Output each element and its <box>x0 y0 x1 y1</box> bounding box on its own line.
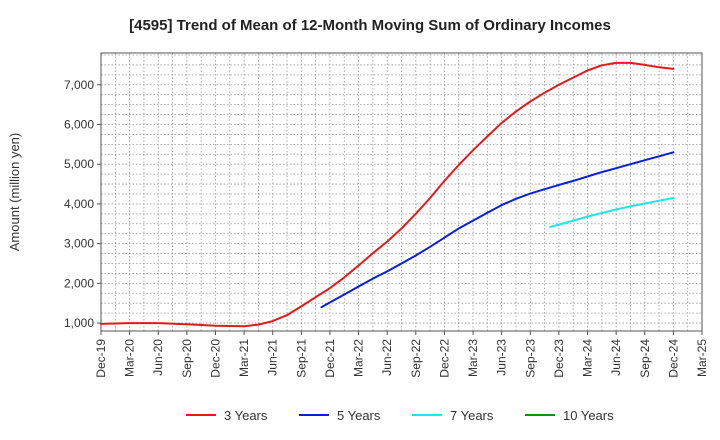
x-tick-label: Sep-21 <box>294 339 308 378</box>
x-tick-label: Jun-24 <box>609 339 623 376</box>
x-tick-label: Mar-23 <box>466 339 480 377</box>
x-tick-label: Dec-22 <box>437 339 451 378</box>
x-tick-label: Dec-21 <box>323 339 337 378</box>
x-tick-label: Dec-20 <box>208 339 222 378</box>
x-tick-label: Sep-20 <box>180 339 194 378</box>
y-tick-label: 7,000 <box>64 78 94 92</box>
legend-label: 3 Years <box>224 408 268 423</box>
x-tick-label: Mar-24 <box>581 339 595 377</box>
x-tick-label: Jun-21 <box>266 339 280 376</box>
x-tick-label: Mar-22 <box>352 339 366 377</box>
legend: 3 Years 5 Years 7 Years 10 Years <box>186 408 614 423</box>
grid-lines <box>100 53 703 331</box>
chart-title: [4595] Trend of Mean of 12-Month Moving … <box>129 17 611 34</box>
legend-label: 10 Years <box>563 408 614 423</box>
legend-label: 7 Years <box>450 408 494 423</box>
x-tick-label: Jun-22 <box>380 339 394 376</box>
y-axis-label: Amount (million yen) <box>7 133 22 252</box>
x-tick-label: Sep-24 <box>638 339 652 378</box>
series-line-7-years <box>549 197 675 228</box>
y-tick-label: 2,000 <box>64 276 94 290</box>
series-line-3-years <box>100 61 675 328</box>
y-tick-label: 1,000 <box>64 316 94 330</box>
x-tick-label: Sep-22 <box>409 339 423 378</box>
series-line-5-years <box>320 151 675 309</box>
x-tick-label: Jun-20 <box>151 339 165 376</box>
y-tick-label: 3,000 <box>64 237 94 251</box>
x-tick-label: Mar-20 <box>123 339 137 377</box>
y-tick-label: 6,000 <box>64 117 94 131</box>
y-axis: 1,000 2,000 3,000 4,000 5,000 6,000 7,000 <box>64 78 101 330</box>
x-tick-label: Mar-25 <box>695 339 709 377</box>
plot-area <box>100 52 703 332</box>
x-tick-label: Dec-23 <box>552 339 566 378</box>
x-tick-label: Mar-21 <box>237 339 251 377</box>
x-tick-label: Dec-24 <box>666 339 680 378</box>
x-axis: Dec-19 Mar-20 Jun-20 Sep-20 Dec-20 Mar-21 Jun-… <box>94 331 709 378</box>
x-tick-label: Sep-23 <box>523 339 537 378</box>
y-tick-label: 5,000 <box>64 157 94 171</box>
y-tick-label: 4,000 <box>64 197 94 211</box>
x-tick-label: Dec-19 <box>94 339 108 378</box>
x-tick-label: Jun-23 <box>495 339 509 376</box>
series-layer <box>100 61 675 328</box>
legend-label: 5 Years <box>337 408 381 423</box>
